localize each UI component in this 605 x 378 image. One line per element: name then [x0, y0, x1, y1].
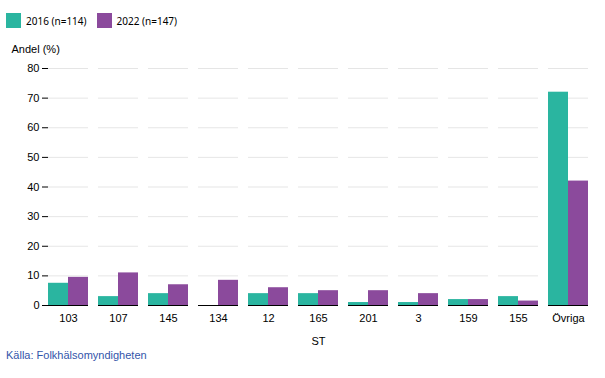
svg-text:80: 80: [27, 62, 39, 74]
svg-text:30: 30: [27, 210, 39, 222]
svg-text:12: 12: [262, 312, 274, 324]
svg-text:50: 50: [27, 151, 39, 163]
svg-text:Övriga: Övriga: [552, 312, 585, 324]
svg-text:134: 134: [209, 312, 227, 324]
svg-text:0: 0: [33, 299, 39, 311]
html-text:Källa: Folkhälsomyndigheten: Källa: Folkhälsomyndigheten: [6, 349, 147, 361]
svg-text:145: 145: [159, 312, 177, 324]
svg-text:107: 107: [109, 312, 127, 324]
svg-text:10: 10: [27, 269, 39, 281]
svg-text:40: 40: [27, 181, 39, 193]
svg-text:103: 103: [59, 312, 77, 324]
svg-text:201: 201: [359, 312, 377, 324]
svg-text:3: 3: [415, 312, 421, 324]
svg-text:155: 155: [509, 312, 527, 324]
svg-text:60: 60: [27, 121, 39, 133]
svg-text:ST: ST: [311, 335, 325, 347]
svg-text:Andel (%): Andel (%): [12, 43, 60, 55]
html-text:2016 (n=114): 2016 (n=114): [26, 13, 87, 28]
svg-text:165: 165: [309, 312, 327, 324]
svg-text:70: 70: [27, 92, 39, 104]
html-text:2022 (n=147): 2022 (n=147): [116, 13, 178, 28]
svg-text:20: 20: [27, 240, 39, 252]
svg-text:159: 159: [459, 312, 477, 324]
